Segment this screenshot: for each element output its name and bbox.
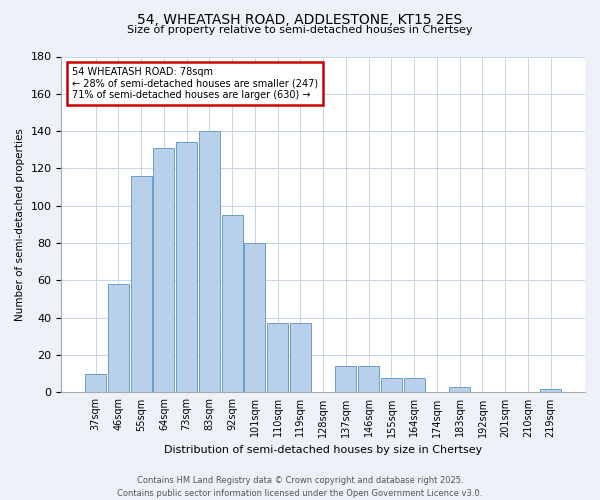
Bar (381, 378, 402, 392)
Bar (176, 142, 197, 392)
Bar (290, 324, 311, 392)
Text: Size of property relative to semi-detached houses in Chertsey: Size of property relative to semi-detach… (127, 25, 473, 35)
Text: 54 WHEATASH ROAD: 78sqm
← 28% of semi-detached houses are smaller (247)
71% of s: 54 WHEATASH ROAD: 78sqm ← 28% of semi-de… (72, 66, 318, 100)
Text: 54, WHEATASH ROAD, ADDLESTONE, KT15 2ES: 54, WHEATASH ROAD, ADDLESTONE, KT15 2ES (137, 12, 463, 26)
Bar (222, 215, 242, 392)
X-axis label: Distribution of semi-detached houses by size in Chertsey: Distribution of semi-detached houses by … (164, 445, 482, 455)
Bar (85, 374, 106, 392)
Bar (267, 324, 288, 392)
Bar (108, 284, 129, 393)
Y-axis label: Number of semi-detached properties: Number of semi-detached properties (15, 128, 25, 321)
Bar (540, 388, 561, 392)
Bar (199, 131, 220, 392)
Bar (449, 387, 470, 392)
Bar (358, 366, 379, 392)
Bar (154, 148, 175, 392)
Bar (244, 243, 265, 392)
Text: Contains HM Land Registry data © Crown copyright and database right 2025.
Contai: Contains HM Land Registry data © Crown c… (118, 476, 482, 498)
Bar (404, 378, 425, 392)
Bar (131, 176, 152, 392)
Bar (335, 366, 356, 392)
